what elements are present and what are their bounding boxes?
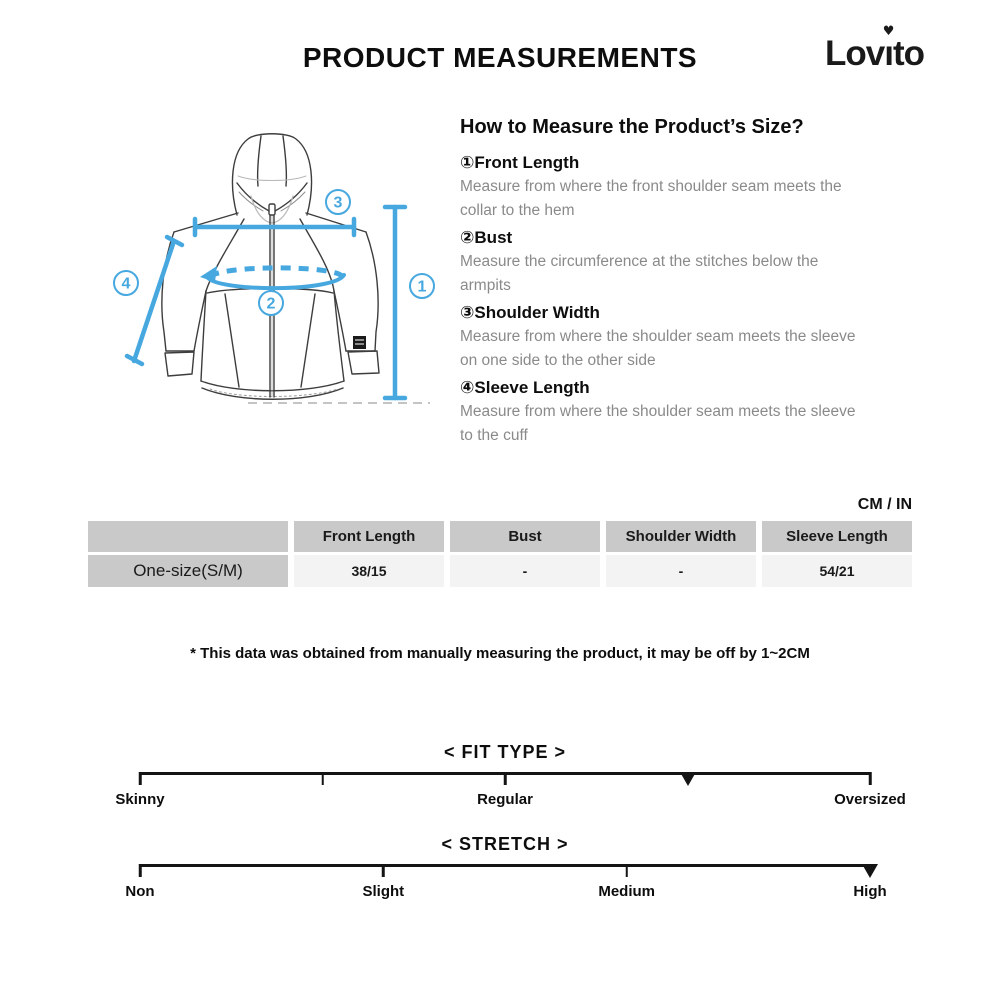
jacket-measurement-diagram: 1 2 3 4 <box>113 133 435 404</box>
table-cell-sleeve-length: 54/21 <box>762 555 912 587</box>
fit-type-labels: Skinny Regular Oversized <box>115 791 905 811</box>
logo-text-post: to <box>892 34 925 73</box>
measure-item-title: ④Sleeve Length <box>460 378 590 397</box>
circled-1: ① <box>460 153 475 172</box>
annotation-3: 3 <box>334 195 343 212</box>
scale-tick <box>382 864 385 877</box>
measure-item-title: ③Shoulder Width <box>460 303 600 322</box>
annotation-circles: 1 2 3 4 <box>113 189 435 316</box>
page-title: PRODUCT MEASUREMENTS <box>302 42 698 73</box>
sleeve-tag <box>353 336 366 349</box>
scale-tick <box>503 772 507 785</box>
stretch-label-slight: Slight <box>362 883 405 900</box>
table-header-shoulder-width: Shoulder Width <box>606 521 756 552</box>
size-table: Front Length Bust Shoulder Width Sleeve … <box>88 521 912 587</box>
bust-arrowhead <box>200 266 217 282</box>
scale-tick <box>625 864 628 877</box>
annotation-4: 4 <box>122 276 131 293</box>
bust-ellipse-solid <box>206 273 346 291</box>
table-cell-front-length: 38/15 <box>294 555 444 587</box>
measure-item-desc: Measure from where the shoulder seam mee… <box>460 328 856 369</box>
unit-label: CM / IN <box>857 496 912 513</box>
stretch-scale <box>138 864 878 880</box>
fit-label-regular: Regular <box>477 791 533 808</box>
zipper-pull <box>268 203 276 216</box>
scale-tick <box>868 772 872 785</box>
table-cell-bust: - <box>450 555 600 587</box>
stretch-label-high: High <box>853 883 887 900</box>
annotation-2: 2 <box>267 296 276 313</box>
stretch-title: < STRETCH > <box>441 834 569 854</box>
logo-text-pre: Lov <box>824 34 885 73</box>
scale-tick <box>321 772 324 785</box>
scale-line <box>140 864 870 867</box>
stretch-marker-icon <box>862 864 878 878</box>
fit-type-scale <box>138 772 872 788</box>
table-header-bust: Bust <box>450 521 600 552</box>
circled-2: ② <box>460 228 475 247</box>
measure-item-desc: Measure the circumference at the stitche… <box>460 253 819 294</box>
fit-type-marker-icon <box>679 772 696 786</box>
table-header-size <box>88 521 288 552</box>
stretch-section: < STRETCH > Non Slight Medium High <box>125 834 886 903</box>
fit-type-title: < FIT TYPE > <box>443 742 567 762</box>
right-sleeve <box>365 231 379 352</box>
table-header-front-length: Front Length <box>294 521 444 552</box>
scale-tick <box>138 772 142 785</box>
sleeve-length-line <box>131 238 177 364</box>
measurement-note: * This data was obtained from manually m… <box>190 645 810 662</box>
table-header-sleeve-length: Sleeve Length <box>762 521 912 552</box>
how-to-measure-section: How to Measure the Product’s Size? ①Fron… <box>460 116 922 452</box>
lovito-logo: Lov ♥ ıto <box>824 24 925 74</box>
measure-item-desc: Measure from where the front shoulder se… <box>460 178 842 219</box>
how-to-heading: How to Measure the Product’s Size? <box>460 116 804 138</box>
stretch-label-non: Non <box>125 883 155 900</box>
table-row-label: One-size(S/M) <box>88 555 288 587</box>
annotation-1: 1 <box>418 279 427 296</box>
stretch-label-medium: Medium <box>598 883 655 900</box>
circled-3: ③ <box>460 303 475 322</box>
fit-label-skinny: Skinny <box>115 791 165 808</box>
left-sleeve <box>161 231 175 352</box>
measurement-annotations <box>124 204 408 401</box>
measure-item-title: ②Bust <box>460 228 513 247</box>
bust-ellipse-dashed <box>208 265 344 280</box>
table-cell-shoulder-width: - <box>606 555 756 587</box>
circled-4: ④ <box>460 378 475 397</box>
heart-icon: ♥ <box>882 24 895 39</box>
fit-label-oversized: Oversized <box>834 791 906 808</box>
measure-item-desc: Measure from where the shoulder seam mee… <box>460 403 856 444</box>
measure-item-title: ①Front Length <box>460 153 580 172</box>
fit-type-section: < FIT TYPE > Skinny Regular Oversized <box>115 742 905 811</box>
scale-tick <box>138 864 142 877</box>
hood <box>231 133 313 216</box>
stretch-labels: Non Slight Medium High <box>125 883 886 903</box>
logo-letter-i: ♥ ı <box>883 24 895 74</box>
logo-i-stem: ı <box>884 34 894 73</box>
